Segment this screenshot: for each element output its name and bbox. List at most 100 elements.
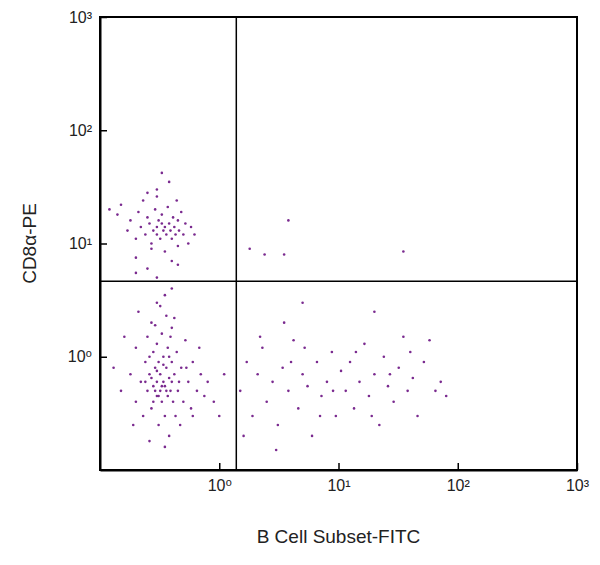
point <box>349 361 352 364</box>
point <box>287 219 290 222</box>
point <box>156 370 159 373</box>
point <box>428 339 431 342</box>
point <box>301 301 304 304</box>
point <box>157 424 160 427</box>
tick-mark <box>219 463 221 470</box>
point <box>406 390 409 393</box>
point <box>397 366 400 369</box>
point <box>137 310 140 313</box>
points <box>108 172 447 452</box>
point <box>344 390 347 393</box>
point <box>199 373 202 376</box>
point <box>164 226 167 229</box>
point <box>159 390 162 393</box>
point <box>137 211 140 214</box>
point <box>277 424 280 427</box>
point <box>144 233 147 236</box>
point <box>175 351 178 354</box>
point <box>135 238 138 241</box>
x-axis-title: B Cell Subset-FITC <box>257 526 421 547</box>
point <box>173 317 176 320</box>
point <box>156 195 159 198</box>
point <box>392 401 395 404</box>
point <box>123 336 126 339</box>
point <box>156 343 159 346</box>
point <box>326 381 329 384</box>
point <box>190 407 193 410</box>
point <box>373 310 376 313</box>
point <box>175 199 178 202</box>
point <box>177 263 180 266</box>
point <box>206 381 209 384</box>
point <box>132 424 135 427</box>
point <box>251 415 254 418</box>
tick-mark <box>338 463 340 470</box>
point <box>159 305 162 308</box>
point <box>152 229 155 232</box>
point <box>164 415 167 418</box>
point <box>157 219 160 222</box>
point <box>355 351 358 354</box>
point <box>150 242 153 245</box>
point <box>180 211 183 214</box>
point <box>165 366 168 369</box>
point <box>184 339 187 342</box>
tick-label: 10¹ <box>69 235 92 252</box>
tick: 10¹ <box>327 463 350 494</box>
point <box>180 366 183 369</box>
point <box>161 332 164 335</box>
tick-label: 10² <box>69 122 93 139</box>
point <box>157 361 160 364</box>
point <box>423 361 426 364</box>
point <box>292 339 295 342</box>
point <box>187 242 190 245</box>
point <box>187 381 190 384</box>
point <box>297 407 300 410</box>
point <box>283 321 286 324</box>
point <box>162 355 165 358</box>
point <box>203 395 206 398</box>
point <box>445 395 448 398</box>
point <box>140 381 143 384</box>
point <box>412 377 415 380</box>
point <box>154 324 157 327</box>
point <box>409 351 412 354</box>
point <box>178 381 181 384</box>
point <box>370 415 373 418</box>
point <box>156 276 159 279</box>
point <box>161 213 164 216</box>
point <box>193 233 196 236</box>
point <box>303 346 306 349</box>
point <box>402 250 405 253</box>
point <box>363 343 366 346</box>
point <box>146 336 149 339</box>
point <box>168 355 171 358</box>
point <box>148 355 151 358</box>
point <box>156 301 159 304</box>
point <box>389 373 392 376</box>
point <box>335 415 338 418</box>
point <box>177 245 180 248</box>
point <box>135 346 138 349</box>
point <box>170 287 173 290</box>
point <box>191 415 194 418</box>
point <box>373 373 376 376</box>
point <box>170 238 173 241</box>
point <box>172 216 175 219</box>
y-axis: 10⁰10¹10²10³ <box>68 9 107 471</box>
chart: 10⁰10¹10²10³10⁰10¹10²10³B Cell Subset-FI… <box>0 0 600 565</box>
point <box>152 351 155 354</box>
point <box>434 390 437 393</box>
point <box>358 381 361 384</box>
tick-label: 10¹ <box>327 477 350 494</box>
tick-mark <box>100 357 107 359</box>
tick: 10² <box>69 122 107 139</box>
point <box>165 390 168 393</box>
point <box>383 355 386 358</box>
point <box>146 192 149 195</box>
point <box>331 351 334 354</box>
point <box>218 415 221 418</box>
tick-label: 10³ <box>566 477 590 494</box>
point <box>162 363 165 366</box>
point <box>159 238 162 241</box>
